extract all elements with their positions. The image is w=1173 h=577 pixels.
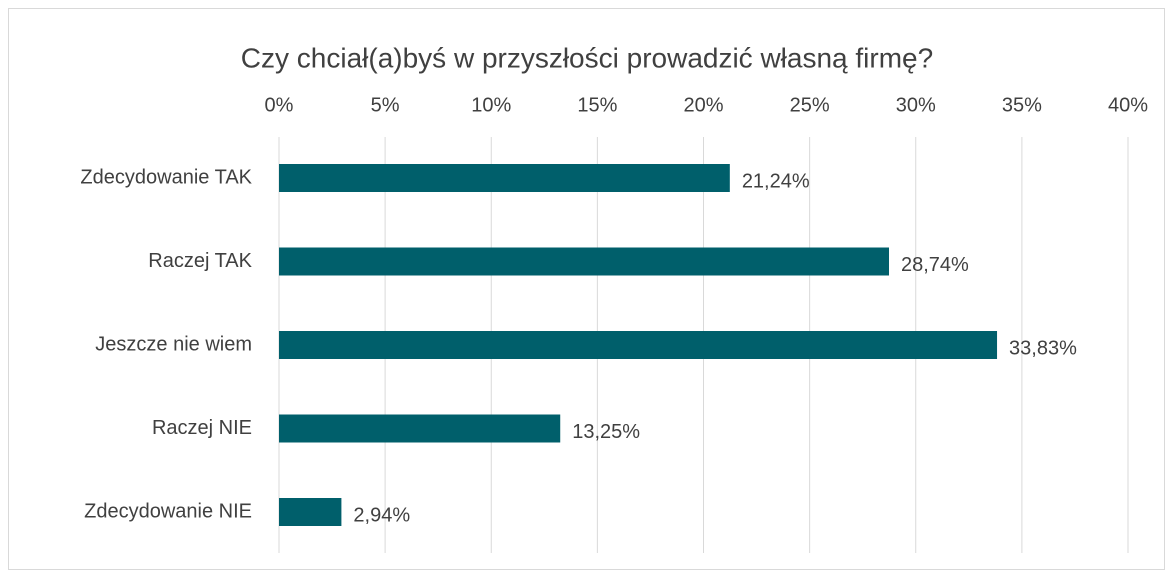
- x-tick-label: 40%: [1108, 94, 1148, 116]
- y-tick-label: Zdecydowanie TAK: [80, 166, 252, 188]
- bar: [279, 331, 998, 359]
- bar: [279, 498, 342, 526]
- data-label: 21,24%: [742, 170, 810, 192]
- x-tick-label: 25%: [790, 94, 830, 116]
- x-tick-label: 30%: [896, 94, 936, 116]
- x-tick-label: 0%: [265, 94, 294, 116]
- x-tick-label: 15%: [577, 94, 617, 116]
- x-tick-label: 10%: [471, 94, 511, 116]
- data-label: 33,83%: [1009, 337, 1077, 359]
- data-label: 2,94%: [353, 504, 410, 526]
- x-tick-label: 20%: [683, 94, 723, 116]
- y-tick-label: Raczej NIE: [152, 417, 252, 439]
- chart-title: Czy chciał(a)byś w przyszłości prowadzić…: [241, 42, 933, 73]
- bar: [279, 247, 890, 276]
- data-label: 13,25%: [572, 421, 640, 443]
- x-tick-label: 5%: [371, 94, 400, 116]
- y-tick-label: Zdecydowanie NIE: [84, 500, 252, 522]
- y-tick-label: Jeszcze nie wiem: [95, 333, 252, 355]
- bar: [279, 414, 561, 443]
- chart-border: [8, 8, 1165, 570]
- x-tick-label: 35%: [1002, 94, 1042, 116]
- data-label: 28,74%: [901, 254, 969, 276]
- y-tick-label: Raczej TAK: [148, 250, 252, 272]
- bar: [279, 164, 730, 192]
